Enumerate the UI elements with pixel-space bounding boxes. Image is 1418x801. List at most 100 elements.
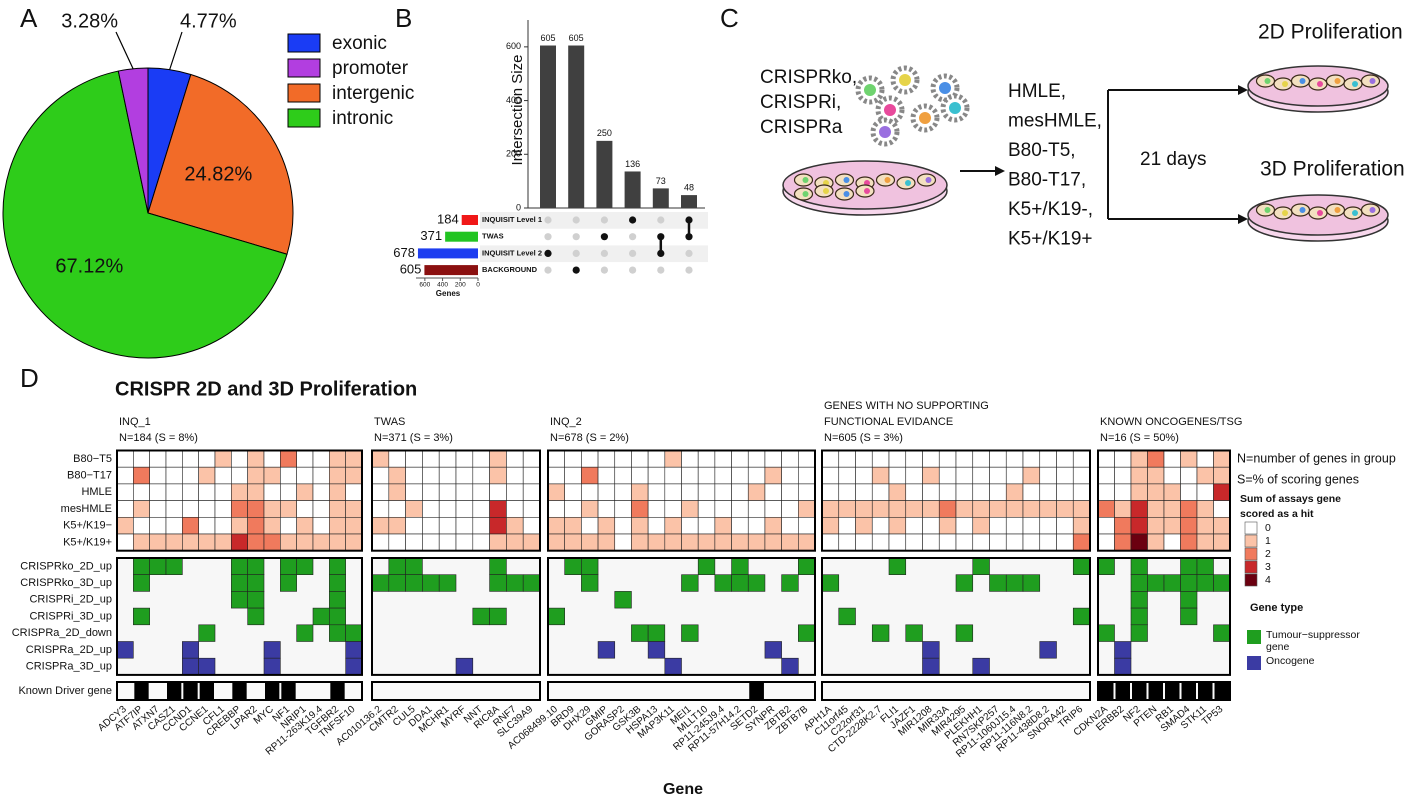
hit-cell [798,624,816,642]
pie-slice [2,70,288,359]
heat-cell [564,533,582,552]
hit-cell [1196,574,1214,592]
heat-cell [472,533,490,552]
heat-cell [133,500,150,518]
heat-cell [838,533,856,552]
hit-cell [472,607,490,626]
heat-cell [764,500,782,518]
heat-cell [165,466,183,485]
heat-cell [888,466,907,485]
matrix-dot [629,216,637,224]
group-header: TWAS [374,416,405,428]
heat-cell [1005,533,1024,552]
heat-cell [1180,533,1198,552]
matrix-dot [572,216,580,224]
driver-background [822,682,1090,700]
heat-cell [764,533,782,552]
heat-cell [312,533,330,552]
heat-cell [329,516,346,535]
group-header: FUNCTIONAL EVIDANCE [824,416,953,428]
hit-cell [329,591,346,609]
heat-cell [522,483,541,501]
bar-label: 136 [625,159,640,169]
group-frame [1097,449,1231,552]
nucleus [864,188,870,194]
diagram-text: B80-T5, [1008,140,1076,161]
heat-cell [1114,516,1132,535]
heat-cell [388,466,406,485]
heat-cell [714,533,732,552]
heat-cell [888,500,907,518]
nucleus [1369,78,1376,84]
group-header: N=184 (S = 8%) [119,432,198,444]
group-frame [547,557,816,676]
scale-swatch [1244,534,1258,548]
heat-cell [280,466,297,485]
heat-cell [1196,466,1214,485]
heat-cell [263,533,281,552]
hit-cell [1072,557,1091,576]
heat-cell [455,516,474,535]
scale-swatch [1244,560,1258,574]
diagram-text: K5+/K19-, [1008,199,1093,220]
set-size-bar [424,265,478,276]
heat-cell [438,450,457,468]
hit-cell [564,557,582,576]
hit-cell [263,657,281,676]
heat-cell [547,483,565,501]
group-header: INQ_1 [119,416,151,428]
heat-cell [345,450,363,468]
heat-cell [871,466,890,485]
heat-cell [388,516,406,535]
heat-cell [1163,466,1181,485]
matrix-dot [629,266,637,274]
hit-row-label: CRISPRa_3D_up [26,660,112,672]
hit-cell [198,624,216,642]
driver-cell [1181,683,1196,699]
hit-cell [522,574,541,592]
driver-cell [167,683,182,699]
hit-cell [455,657,474,676]
hit-cell [506,574,524,592]
heat-cell [1163,516,1181,535]
heat-cell [731,533,749,552]
hit-cell [438,574,457,592]
heatmap-title: CRISPR 2D and 3D Proliferation [115,378,417,400]
gene-type-swatch [1247,656,1261,670]
hit-cell [388,557,406,576]
diagram-text: CRISPRko, [760,67,857,88]
heat-cell [731,500,749,518]
hit-cell [345,624,363,642]
heat-cell [1097,450,1115,468]
matrix-dot [544,233,552,241]
heat-cell [506,516,524,535]
legend-note: S=% of scoring genes [1237,472,1359,486]
slice-label: 3.28% [61,10,118,32]
heat-cell [1039,450,1057,468]
legend-title: Sum of assays gene [1240,493,1341,505]
hit-cell [329,574,346,592]
set-size-label: 184 [437,211,459,226]
x-tick-label: 400 [437,282,448,289]
group-frame [116,681,363,701]
x-tick-label: 600 [419,282,430,289]
heat-cell [731,483,749,501]
heat-cell [798,500,816,518]
heat-cell [247,533,265,552]
hit-cell [1114,657,1132,676]
nucleus [1282,210,1288,216]
nucleus [1317,210,1323,216]
hit-cell [1022,574,1041,592]
group-frame [371,449,541,552]
driver-cell [199,683,214,699]
hit-cell [821,574,840,592]
hit-cell [1039,641,1057,659]
heat-cell [116,466,134,485]
x-axis-label: Gene [663,781,703,798]
heat-cell [506,450,524,468]
heat-cell [438,533,457,552]
hit-cell [871,624,890,642]
heat-cell [581,516,599,535]
heat-cell [955,483,974,501]
heat-cell [438,516,457,535]
